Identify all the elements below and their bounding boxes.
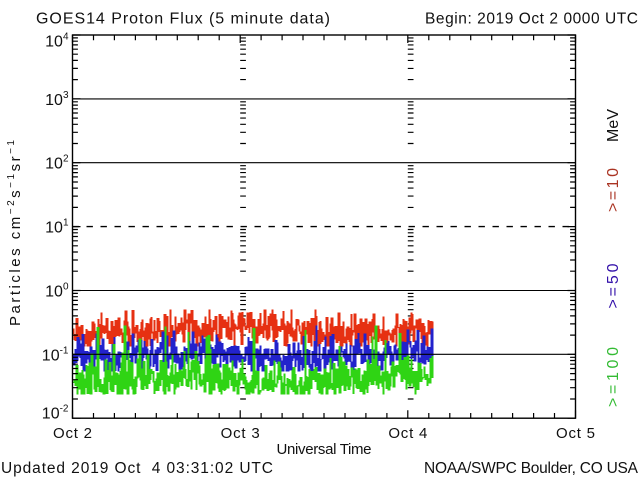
svg-text:>=50: >=50 bbox=[605, 263, 622, 308]
svg-text:Oct 3: Oct 3 bbox=[221, 425, 260, 442]
svg-text:102: 102 bbox=[45, 154, 69, 173]
svg-text:GOES14 Proton Flux (5 minute d: GOES14 Proton Flux (5 minute data) bbox=[36, 11, 330, 28]
svg-text:Oct 5: Oct 5 bbox=[556, 425, 595, 442]
svg-text:Oct 2: Oct 2 bbox=[53, 425, 92, 442]
svg-text:101: 101 bbox=[45, 218, 69, 237]
svg-text:Begin: 2019 Oct 2 0000 UTC: Begin: 2019 Oct 2 0000 UTC bbox=[425, 11, 638, 28]
svg-text:103: 103 bbox=[45, 90, 69, 109]
svg-text:Universal Time: Universal Time bbox=[277, 441, 372, 458]
svg-text:Updated 2019 Oct 4 03:31:02 U: Updated 2019 Oct 4 03:31:02 UTC bbox=[1, 460, 273, 477]
svg-text:Particles cm−2s−1sr−1: Particles cm−2s−1sr−1 bbox=[6, 140, 24, 326]
svg-text:Oct 4: Oct 4 bbox=[388, 425, 427, 442]
svg-text:10-2: 10-2 bbox=[42, 403, 69, 422]
svg-text:>=100: >=100 bbox=[605, 347, 622, 407]
svg-text:100: 100 bbox=[45, 282, 69, 301]
svg-text:>=10: >=10 bbox=[605, 168, 622, 212]
svg-text:NOAA/SWPC Boulder, CO USA: NOAA/SWPC Boulder, CO USA bbox=[424, 460, 639, 477]
svg-text:10-1: 10-1 bbox=[42, 345, 69, 364]
svg-text:MeV: MeV bbox=[605, 109, 622, 142]
svg-text:104: 104 bbox=[45, 31, 69, 50]
